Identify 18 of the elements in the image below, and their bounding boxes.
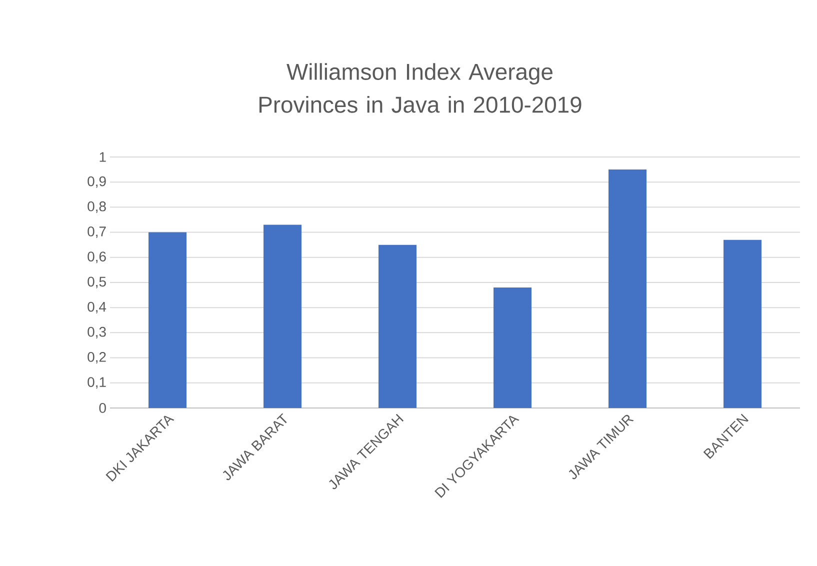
bar — [724, 240, 762, 408]
bar — [378, 244, 417, 408]
bar — [608, 170, 647, 408]
y-tick-label: 0,9 — [88, 176, 106, 188]
y-tick-label: 0,4 — [88, 302, 106, 314]
y-tick-label: 1 — [100, 152, 106, 162]
y-tick-label: 0,2 — [88, 352, 106, 364]
chart-title: Williamson Index Average Provinces in Java in 2010-2019 — [259, 63, 582, 113]
y-tick-label: 0,8 — [88, 201, 106, 213]
bar — [494, 288, 532, 408]
bar — [148, 232, 187, 408]
bar — [264, 224, 302, 408]
y-tick-label: 0,5 — [88, 276, 106, 288]
y-tick-label: 0,1 — [88, 377, 106, 389]
y-tick-label: 0,3 — [88, 326, 106, 338]
y-tick-label: 0,6 — [88, 252, 106, 264]
y-tick-label: 0,7 — [88, 226, 106, 238]
y-tick-label: 0 — [99, 403, 106, 413]
